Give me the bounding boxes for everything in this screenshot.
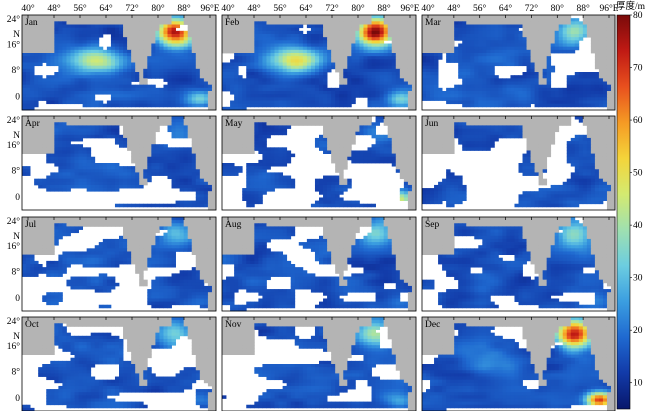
x-tick-label: 88° [377, 3, 391, 14]
y-tick-label: 8° [11, 166, 20, 177]
month-label: Feb [225, 18, 240, 28]
colorbar-tick-label: 60 [633, 116, 643, 126]
y-tick-label: N [13, 131, 20, 141]
x-tick-label: 72° [125, 3, 139, 14]
y-tick-label: N [13, 30, 20, 40]
x-tick-label: 96°E [200, 3, 219, 14]
y-tick-label: 0 [15, 394, 20, 404]
y-tick-label: 16° [7, 241, 21, 252]
x-tick-label: 56° [473, 3, 487, 14]
colorbar-title: 厚度/m [616, 0, 646, 12]
axis-labels: 40° 48° 56° 64° 72° 80° 88° 96°E 40° 48° 56° 64° 72°… [7, 3, 619, 404]
map-panel-feb: Feb [221, 14, 417, 111]
panel-frame [221, 316, 417, 411]
y-tick-label: 0 [15, 294, 20, 304]
y-tick-label: 24° [7, 115, 21, 126]
month-label: Jan [25, 18, 38, 28]
panel-frame [421, 14, 616, 111]
panel-frame [421, 216, 616, 312]
x-tick-label: 80° [551, 3, 565, 14]
panel-grid: Jan Feb Mar Apr May Jun Jul Aug Sep Oct Nov Dec [21, 14, 616, 411]
panel-frame [421, 316, 616, 411]
panel-frame [221, 115, 417, 211]
map-panel-mar: Mar [421, 14, 616, 111]
y-tick-label: 0 [15, 93, 20, 103]
map-panel-jan: Jan [21, 14, 217, 111]
y-tick-label: 24° [7, 14, 21, 25]
map-panel-jun: Jun [421, 115, 616, 211]
colorbar-tick-label: 50 [633, 169, 643, 179]
x-tick-label: 56° [73, 3, 87, 14]
month-label: Jul [25, 220, 36, 230]
map-panel-aug: Aug [221, 216, 417, 312]
x-tick-label: 80° [351, 3, 365, 14]
x-tick-label: 64° [299, 3, 313, 14]
map-panel-nov: Nov [221, 316, 417, 411]
panel-frame [21, 14, 217, 111]
y-tick-label: 24° [7, 216, 21, 227]
panel-frame [221, 216, 417, 312]
month-label: May [225, 119, 243, 129]
x-tick-label: 96°E [400, 3, 419, 14]
y-tick-label: 8° [11, 65, 20, 76]
colorbar-tick-label: 80 [633, 11, 643, 21]
colorbar-tick-label: 70 [633, 64, 643, 74]
x-tick-label: 88° [576, 3, 590, 14]
x-tick-label: 96°E [599, 3, 618, 14]
x-tick-label: 64° [499, 3, 513, 14]
month-label: Jun [425, 119, 438, 129]
y-tick-label: N [13, 332, 20, 342]
map-panel-sep: Sep [421, 216, 616, 312]
map-panel-may: May [221, 115, 417, 211]
x-tick-label: 40° [421, 3, 435, 14]
map-panel-apr: Apr [21, 115, 217, 211]
y-tick-label: 0 [15, 193, 20, 203]
colorbar: 厚度/m 80 70 60 50 40 30 20 10 [616, 0, 646, 410]
panel-frame [21, 316, 217, 411]
month-label: Aug [225, 220, 242, 230]
x-tick-label: 56° [273, 3, 287, 14]
map-panel-jul: Jul [21, 216, 217, 312]
month-label: Apr [25, 119, 41, 129]
map-panel-oct: Oct [21, 316, 217, 411]
x-tick-label: 64° [99, 3, 113, 14]
colorbar-tick-label: 40 [633, 221, 643, 231]
panel-frame [21, 115, 217, 211]
y-tick-label: 16° [7, 341, 21, 352]
x-tick-label: 40° [221, 3, 235, 14]
x-tick-label: 48° [247, 3, 261, 14]
colorbar-tick-label: 10 [633, 379, 643, 389]
colorbar-tick-label: 20 [633, 326, 643, 336]
x-tick-label: 40° [21, 3, 35, 14]
x-tick-label: 48° [447, 3, 461, 14]
colorbar-ramp [616, 14, 631, 410]
x-tick-label: 80° [151, 3, 165, 14]
panel-frame [21, 216, 217, 312]
y-tick-label: 8° [11, 267, 20, 278]
panel-frame [421, 115, 616, 211]
month-label: Dec [425, 320, 440, 330]
y-tick-label: 8° [11, 367, 20, 378]
y-tick-label: 16° [7, 140, 21, 151]
y-tick-label: 16° [7, 39, 21, 50]
x-tick-label: 72° [525, 3, 539, 14]
x-tick-label: 72° [325, 3, 339, 14]
month-label: Sep [425, 220, 440, 230]
month-label: Mar [425, 18, 442, 28]
y-tick-label: 24° [7, 316, 21, 327]
x-tick-label: 88° [177, 3, 191, 14]
month-label: Oct [25, 320, 39, 330]
x-tick-label: 48° [47, 3, 61, 14]
y-tick-label: N [13, 232, 20, 242]
panel-frame [221, 14, 417, 111]
map-panel-dec: Dec [421, 316, 616, 411]
month-label: Nov [225, 320, 242, 330]
colorbar-tick-label: 30 [633, 274, 643, 284]
